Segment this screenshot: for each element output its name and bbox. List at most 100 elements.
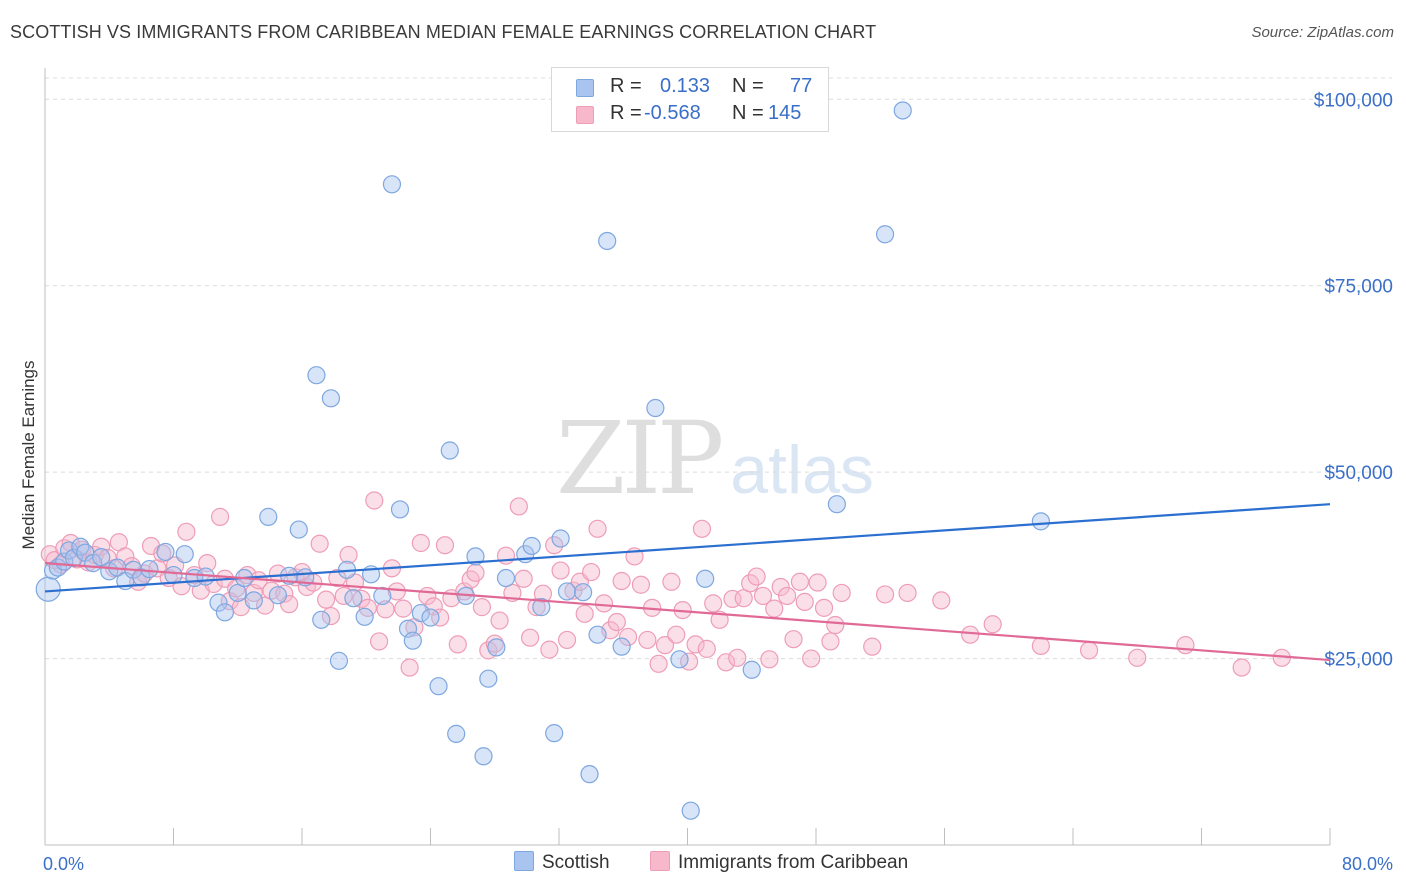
scottish-point bbox=[440, 441, 459, 460]
caribbean-point bbox=[692, 519, 712, 538]
scottish-point bbox=[696, 569, 715, 588]
scottish-point bbox=[164, 565, 183, 585]
caribbean-point bbox=[92, 537, 111, 556]
caribbean-point bbox=[316, 590, 336, 609]
scottish-point bbox=[479, 669, 498, 688]
caribbean-point bbox=[61, 533, 80, 553]
caribbean-point bbox=[697, 639, 716, 658]
caribbean-swatch bbox=[576, 106, 594, 124]
caribbean-point bbox=[177, 522, 196, 541]
caribbean-point bbox=[210, 507, 230, 526]
caribbean-point bbox=[275, 584, 294, 603]
scottish-point bbox=[35, 576, 61, 602]
caribbean-point bbox=[1079, 641, 1099, 660]
caribbean-point bbox=[961, 625, 980, 644]
caribbean-point bbox=[741, 574, 760, 593]
legend-r-value: -0.568 bbox=[644, 102, 701, 124]
caribbean-point bbox=[376, 600, 395, 619]
scottish-point bbox=[373, 586, 392, 606]
caribbean-point bbox=[551, 561, 570, 580]
scottish-point bbox=[429, 677, 448, 696]
caribbean-point bbox=[771, 577, 790, 597]
scottish-point bbox=[545, 724, 564, 743]
caribbean-trend-line bbox=[44, 562, 1331, 662]
scottish-point bbox=[355, 607, 374, 626]
caribbean-point bbox=[514, 569, 533, 588]
caribbean-point bbox=[790, 572, 810, 591]
caribbean-point bbox=[1031, 636, 1050, 655]
caribbean-point bbox=[655, 636, 675, 655]
caribbean-point bbox=[728, 648, 747, 667]
caribbean-point bbox=[638, 630, 657, 650]
scottish-point bbox=[209, 593, 228, 612]
caribbean-point bbox=[365, 491, 384, 510]
caribbean-point bbox=[411, 533, 430, 553]
caribbean-point bbox=[618, 627, 638, 647]
legend-r-value: 0.133 bbox=[660, 75, 711, 97]
caribbean-point bbox=[821, 632, 840, 651]
scottish-point bbox=[557, 582, 577, 601]
caribbean-point bbox=[631, 575, 651, 594]
scottish-trend-line bbox=[44, 503, 1331, 593]
caribbean-point bbox=[1128, 648, 1147, 667]
caribbean-point bbox=[198, 554, 217, 573]
caribbean-point bbox=[557, 630, 577, 650]
scottish-point bbox=[742, 660, 761, 679]
caribbean-legend-swatch bbox=[650, 851, 670, 871]
scottish-point bbox=[268, 586, 288, 605]
scottish-point bbox=[312, 610, 331, 629]
caribbean-point bbox=[575, 604, 594, 623]
scottish-point bbox=[487, 638, 506, 657]
scottish-point bbox=[1031, 512, 1050, 531]
scottish-point bbox=[670, 650, 689, 669]
source-label: Source: ZipAtlas.com bbox=[1251, 24, 1394, 41]
caribbean-point bbox=[564, 581, 583, 600]
x-tick-label: 80.0% bbox=[1342, 854, 1393, 874]
scottish-point bbox=[612, 637, 631, 656]
scottish-legend-label: Scottish bbox=[542, 852, 610, 873]
scottish-point bbox=[71, 537, 90, 556]
scottish-point bbox=[175, 545, 194, 564]
caribbean-point bbox=[520, 628, 540, 647]
scottish-point bbox=[681, 801, 700, 820]
legend-n-label: N = bbox=[732, 75, 764, 97]
caribbean-point bbox=[533, 584, 553, 603]
scottish-point bbox=[827, 495, 846, 514]
caribbean-point bbox=[760, 650, 779, 669]
bottom-legend-caribbean: Immigrants from Caribbean bbox=[650, 851, 908, 874]
scottish-point bbox=[496, 568, 516, 588]
scottish-point bbox=[382, 175, 402, 194]
caribbean-point bbox=[802, 649, 821, 668]
caribbean-point bbox=[686, 635, 705, 654]
caribbean-point bbox=[826, 615, 845, 635]
scottish-point bbox=[646, 398, 665, 418]
correlation-legend: R = 0.133 N = 77 R = -0.568 N = 145 bbox=[551, 67, 829, 132]
caribbean-point bbox=[472, 598, 491, 617]
scottish-point bbox=[875, 225, 895, 244]
caribbean-point bbox=[662, 572, 681, 591]
legend-n-label: N = bbox=[732, 102, 764, 124]
scottish-point bbox=[398, 619, 418, 638]
caribbean-point bbox=[545, 536, 564, 555]
caribbean-point bbox=[765, 599, 784, 618]
y-tick-label: $75,000 bbox=[1324, 277, 1393, 298]
scottish-swatch bbox=[576, 79, 594, 97]
scottish-point bbox=[598, 231, 617, 251]
scottish-point bbox=[140, 559, 159, 579]
scottish-point bbox=[403, 631, 422, 650]
caribbean-point bbox=[268, 564, 288, 583]
watermark-atlas: atlas bbox=[730, 432, 874, 508]
scottish-point bbox=[307, 366, 326, 385]
caribbean-point bbox=[932, 591, 951, 610]
caribbean-point bbox=[612, 571, 631, 591]
caribbean-point bbox=[588, 519, 607, 538]
scottish-point bbox=[447, 724, 466, 743]
scottish-point bbox=[259, 507, 278, 526]
caribbean-point bbox=[509, 497, 528, 516]
legend-r-label: R = bbox=[610, 75, 642, 97]
scottish-point bbox=[244, 591, 263, 610]
legend-n-value: 145 bbox=[768, 102, 802, 124]
scottish-point bbox=[522, 536, 541, 556]
caribbean-point bbox=[832, 583, 851, 603]
y-axis-label: Median Female Earnings bbox=[19, 361, 38, 550]
